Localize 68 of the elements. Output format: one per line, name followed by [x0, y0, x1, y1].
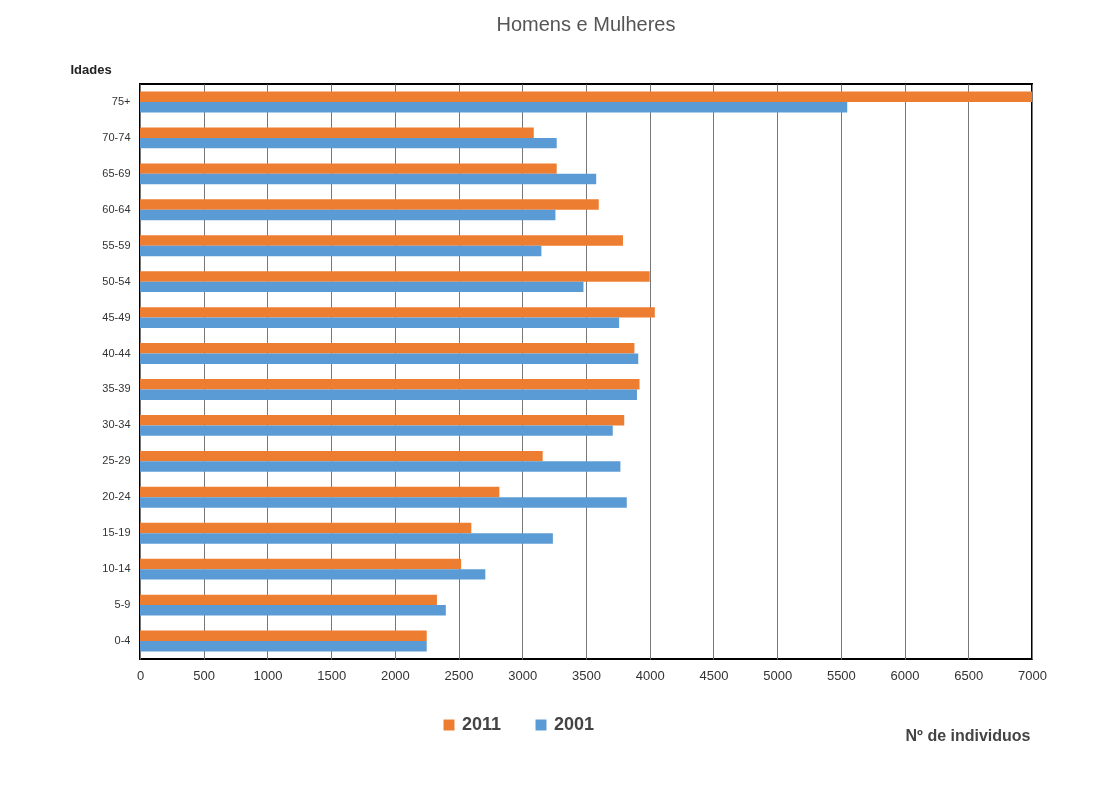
- bar: [140, 379, 640, 390]
- bar: [140, 235, 623, 246]
- bar: [140, 461, 621, 472]
- bar: [140, 522, 472, 534]
- x-tick-label: 2500: [444, 667, 474, 683]
- bar: [140, 271, 650, 282]
- x-tick-label: 5500: [826, 667, 856, 683]
- x-tick-label: 6000: [890, 667, 920, 683]
- bar: [140, 173, 597, 185]
- bar: [140, 163, 557, 174]
- bar: [140, 497, 627, 508]
- y-tick-label: 40-44: [102, 346, 131, 359]
- x-tick-label: 1000: [253, 667, 283, 683]
- y-tick-label: 20-24: [102, 490, 131, 503]
- y-tick-label: 5-9: [114, 598, 131, 611]
- y-axis-title: Idades: [70, 61, 112, 77]
- x-tick-label: 4500: [699, 667, 729, 683]
- bar: [140, 209, 556, 221]
- y-tick-label: 25-29: [102, 454, 131, 467]
- x-tick-label: 0: [136, 667, 145, 683]
- bar: [140, 533, 553, 544]
- bar: [140, 307, 655, 318]
- bar: [140, 317, 620, 329]
- bar: [140, 281, 584, 293]
- x-tick-label: 3500: [572, 667, 601, 683]
- chart-title: Homens e Mulheres: [496, 13, 676, 35]
- bar: [140, 101, 848, 113]
- y-tick-label: 70-74: [102, 130, 131, 143]
- x-tick-label: 2000: [380, 667, 410, 683]
- bar: [140, 127, 534, 138]
- y-tick-label: 10-14: [102, 562, 131, 575]
- y-tick-label: 30-34: [102, 418, 131, 431]
- bar: [140, 486, 500, 498]
- bar: [140, 558, 462, 570]
- x-tick-label: 4000: [635, 667, 665, 683]
- bar: [140, 605, 446, 616]
- y-tick-label: 15-19: [102, 526, 131, 539]
- y-tick-label: 65-69: [102, 166, 131, 179]
- y-tick-label: 35-39: [102, 382, 131, 395]
- x-tick-label: 1500: [317, 667, 347, 683]
- y-tick-label: 45-49: [102, 310, 131, 323]
- x-tick-label: 6500: [954, 667, 984, 683]
- y-tick-label: 50-54: [102, 274, 131, 287]
- bar: [140, 353, 639, 364]
- bar: [140, 343, 635, 354]
- x-tick-label: 3000: [508, 667, 538, 683]
- y-tick-label: 55-59: [102, 238, 131, 251]
- y-tick-label: 75+: [111, 94, 131, 107]
- bar: [140, 641, 427, 652]
- legend-label: 2011: [462, 714, 502, 734]
- bar: [140, 630, 427, 642]
- bar: [140, 91, 1032, 102]
- y-tick-label: 0-4: [114, 634, 131, 647]
- bar: [140, 450, 543, 462]
- bar: [140, 199, 599, 210]
- x-tick-label: 5000: [763, 667, 793, 683]
- bar: [140, 137, 557, 149]
- bar: [140, 425, 613, 436]
- x-tick-label: 500: [193, 667, 216, 683]
- bar: [140, 389, 637, 400]
- bar: [140, 414, 625, 426]
- bar: [140, 594, 437, 606]
- x-axis-title: Nº de individuos: [905, 726, 1031, 744]
- bar: [140, 245, 542, 257]
- x-tick-label: 7000: [1018, 667, 1047, 683]
- y-tick-label: 60-64: [102, 202, 131, 215]
- bar: [140, 569, 486, 580]
- legend-label: 2001: [554, 714, 595, 734]
